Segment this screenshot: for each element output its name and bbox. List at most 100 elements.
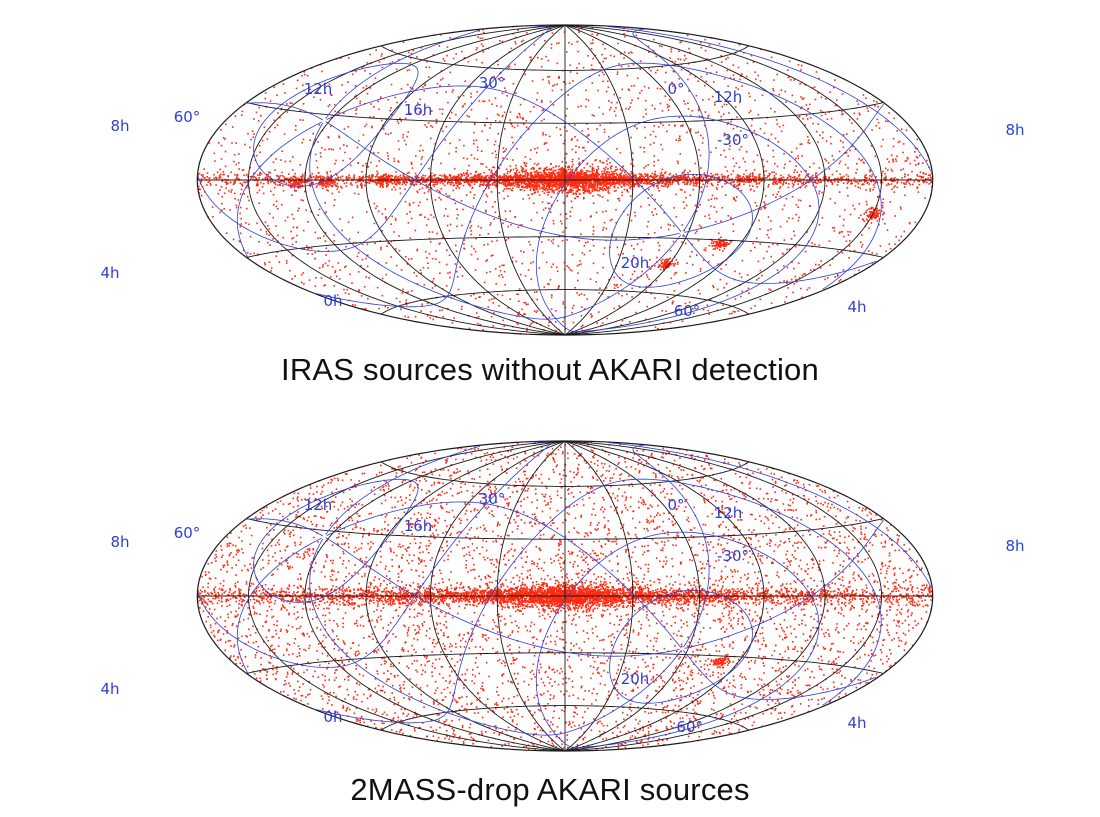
source-point — [661, 182, 663, 184]
source-point — [817, 92, 819, 94]
source-point — [200, 174, 203, 176]
source-point — [387, 158, 390, 160]
source-point — [772, 183, 775, 185]
source-point — [854, 148, 857, 150]
source-point — [618, 181, 620, 184]
source-point — [692, 308, 694, 310]
source-point — [296, 234, 298, 237]
source-point — [700, 167, 702, 169]
source-point — [272, 193, 275, 196]
source-point — [815, 263, 817, 266]
source-point — [618, 174, 621, 176]
source-point — [364, 181, 367, 183]
source-point — [359, 178, 362, 180]
source-point — [806, 288, 809, 291]
source-point — [670, 50, 673, 53]
source-point — [533, 162, 536, 165]
source-point — [620, 109, 623, 111]
source-point — [767, 185, 769, 188]
source-point — [869, 170, 872, 172]
source-point — [516, 186, 518, 188]
source-point — [306, 181, 308, 184]
source-point — [486, 85, 488, 87]
source-point — [483, 244, 485, 246]
source-point — [645, 290, 648, 293]
source-point — [768, 184, 770, 186]
source-point — [341, 229, 343, 232]
source-point — [438, 190, 441, 193]
source-point — [379, 97, 382, 99]
source-point — [746, 175, 749, 178]
source-point — [554, 321, 557, 323]
source-point — [684, 302, 687, 305]
source-point — [549, 211, 552, 213]
source-point — [563, 81, 565, 83]
source-point — [406, 135, 409, 138]
source-point — [530, 219, 533, 221]
source-point — [390, 256, 392, 258]
source-point — [369, 180, 372, 182]
source-point — [221, 180, 224, 183]
source-point — [541, 101, 543, 103]
source-point — [234, 181, 236, 183]
source-point — [912, 183, 914, 186]
source-point — [489, 271, 492, 273]
source-point — [417, 102, 419, 104]
source-point — [798, 277, 801, 279]
source-point — [503, 325, 505, 327]
source-point — [493, 180, 495, 182]
source-point — [791, 217, 794, 220]
source-point — [819, 267, 822, 269]
source-point — [420, 213, 422, 216]
source-point — [850, 183, 852, 185]
source-point — [292, 169, 294, 171]
source-point — [564, 180, 567, 183]
source-point — [409, 62, 412, 64]
source-point — [873, 100, 875, 102]
source-point — [435, 177, 438, 179]
source-point — [333, 234, 335, 236]
source-point — [871, 174, 873, 176]
source-point — [419, 183, 422, 185]
source-point — [521, 174, 523, 177]
source-point — [613, 173, 615, 176]
source-point — [529, 158, 532, 160]
source-point — [279, 183, 281, 186]
source-point — [703, 124, 706, 127]
source-point — [889, 201, 892, 203]
source-point — [465, 194, 468, 196]
source-point — [439, 108, 441, 111]
source-point — [394, 183, 397, 186]
source-point — [684, 176, 686, 179]
source-point — [207, 181, 209, 184]
source-point — [865, 180, 867, 183]
source-point — [857, 186, 859, 189]
source-point — [668, 105, 670, 107]
source-point — [742, 175, 744, 178]
source-point — [458, 178, 460, 181]
source-point — [770, 289, 772, 291]
source-point — [241, 114, 243, 116]
source-point — [678, 176, 680, 178]
source-point — [246, 207, 248, 210]
source-point — [285, 260, 288, 262]
source-point — [368, 176, 371, 179]
source-point — [496, 60, 499, 62]
source-point — [410, 258, 413, 260]
source-point — [735, 176, 737, 179]
source-point — [693, 177, 696, 180]
source-point — [551, 32, 554, 34]
source-point — [679, 41, 681, 44]
source-point — [643, 177, 646, 179]
source-point — [268, 212, 271, 215]
source-point — [791, 182, 794, 185]
source-point — [791, 94, 794, 97]
source-point — [321, 266, 324, 268]
source-point — [721, 105, 723, 108]
source-point — [492, 312, 495, 314]
source-point — [743, 183, 745, 186]
source-point — [920, 177, 923, 179]
source-point — [389, 109, 391, 112]
source-point — [638, 177, 640, 179]
source-point — [499, 175, 501, 177]
